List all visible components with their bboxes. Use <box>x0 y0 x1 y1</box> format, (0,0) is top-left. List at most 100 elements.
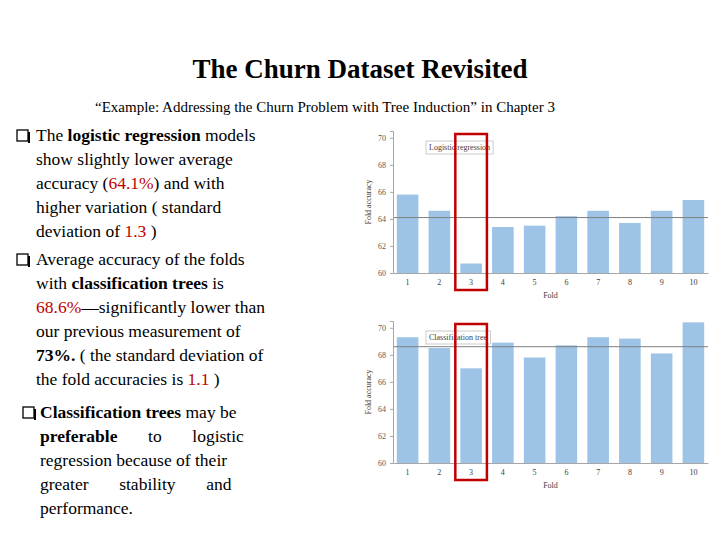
slide-canvas: The Churn Dataset Revisited“Example: Add… <box>0 0 720 540</box>
bullet: Classification trees may bepreferable to… <box>23 402 244 518</box>
x-tick-label: 7 <box>596 278 600 287</box>
bullet-line: show slightly lower average <box>36 149 233 169</box>
text-run: ) <box>146 221 156 241</box>
bullet-line: 68.6%—significantly lower than <box>36 297 265 317</box>
x-axis-title: Fold <box>543 291 558 300</box>
y-tick: 62 <box>378 242 393 251</box>
y-tick-label: 68 <box>378 351 386 360</box>
y-tick-label: 66 <box>378 378 386 387</box>
x-axis: 12345678910 <box>394 463 709 477</box>
x-tick: 8 <box>628 273 632 287</box>
slide: The Churn Dataset Revisited“Example: Add… <box>0 0 720 540</box>
y-tick: 68 <box>378 161 393 170</box>
bar <box>587 337 609 463</box>
text-run: 1.1 <box>188 369 210 389</box>
chart-title-frame <box>426 331 490 344</box>
bar <box>651 211 673 273</box>
x-tick: 6 <box>564 463 568 477</box>
bullet: The logistic regression modelsshow sligh… <box>17 125 256 241</box>
y-axis: 606264666870 <box>378 132 394 279</box>
x-tick: 5 <box>533 463 537 477</box>
x-tick: 7 <box>596 463 600 477</box>
bar <box>683 200 705 273</box>
x-tick: 5 <box>533 273 537 287</box>
y-tick: 62 <box>378 432 393 441</box>
x-tick-label: 1 <box>406 468 410 477</box>
x-tick-label: 6 <box>564 278 568 287</box>
text-run: greater stability and <box>40 474 232 494</box>
text-run: performance. <box>40 498 133 518</box>
text-run: logistic regression <box>68 125 201 145</box>
chart-title: Logistic regression <box>429 143 490 152</box>
bullet-marker <box>17 254 28 265</box>
y-tick-mark <box>390 273 393 274</box>
highlight-frame <box>455 324 487 480</box>
bullet-line: with classification trees is <box>36 273 224 293</box>
y-axis-line <box>390 132 394 274</box>
bullet-marker-shadow <box>28 256 30 267</box>
bar <box>397 337 419 463</box>
bullet-line: Average accuracy of the folds <box>36 249 245 269</box>
bars <box>393 322 708 463</box>
x-tick: 9 <box>660 463 664 477</box>
x-tick-label: 4 <box>501 278 505 287</box>
text-run: deviation of <box>36 221 124 241</box>
bullet-line: regression because of their <box>40 450 227 470</box>
y-tick-mark <box>390 192 393 193</box>
x-tick: 3 <box>469 273 473 287</box>
y-tick: 60 <box>378 269 393 278</box>
x-tick: 2 <box>437 273 441 287</box>
x-tick: 4 <box>501 463 505 477</box>
chart-title-box: Logistic regression <box>426 141 493 154</box>
text-run: show slightly lower average <box>36 149 233 169</box>
x-tick-label: 5 <box>533 468 537 477</box>
x-axis: 1 2 3 4 5 6 7 8 9 10 <box>394 273 709 287</box>
x-tick-label: 7 <box>596 468 600 477</box>
bar <box>524 226 546 273</box>
x-tick-label: 5 <box>533 278 537 287</box>
bar <box>429 348 451 463</box>
y-tick-mark <box>390 409 393 410</box>
text-run: 73%. <box>36 345 75 365</box>
y-tick-label: 64 <box>378 405 386 414</box>
y-axis-title: Fold accuracy <box>364 369 373 414</box>
bar <box>556 216 578 273</box>
y-tick-label: 68 <box>378 161 386 170</box>
chart: 60626466687012345678910FoldFold accuracy… <box>364 132 709 301</box>
text-run: regression because of their <box>40 450 227 470</box>
text-run: ) and with <box>154 173 225 193</box>
x-tick: 10 <box>689 463 697 477</box>
bar <box>683 322 705 463</box>
x-tick: 2 <box>437 463 441 477</box>
x-tick: 10 <box>689 273 697 287</box>
text-run: the fold accuracies is <box>36 369 188 389</box>
x-tick: 9 <box>660 273 664 287</box>
bullet-line: accuracy (64.1%) and with <box>36 173 225 193</box>
bullet-line: our previous measurement of <box>36 321 241 341</box>
text-run: classification trees <box>72 273 208 293</box>
y-tick: 64 <box>378 405 393 414</box>
chart-title: Classification tree <box>429 333 487 342</box>
x-axis-line <box>394 273 709 274</box>
x-tick: 6 <box>564 273 568 287</box>
bar <box>460 264 482 273</box>
bullet-line: the fold accuracies is 1.1 ) <box>36 369 220 389</box>
y-tick-mark <box>390 246 393 247</box>
y-tick: 68 <box>378 351 393 360</box>
x-tick-label: 10 <box>689 278 697 287</box>
bullet: Average accuracy of the folds with classi… <box>17 249 265 389</box>
text-run: with <box>36 273 72 293</box>
y-tick-label: 64 <box>378 215 386 224</box>
x-tick-label: 9 <box>660 468 664 477</box>
bullet-marker-shadow <box>34 409 36 420</box>
bullet-line: preferable to logistic <box>40 426 244 446</box>
y-tick: 60 <box>378 459 393 468</box>
x-tick: 1 <box>406 273 410 287</box>
x-tick: 4 <box>501 273 505 287</box>
text-run: may be <box>181 402 237 422</box>
y-tick-mark <box>390 436 393 437</box>
bar <box>619 223 641 273</box>
bar <box>460 368 482 463</box>
y-tick: 66 <box>378 378 393 387</box>
bars <box>393 195 708 273</box>
